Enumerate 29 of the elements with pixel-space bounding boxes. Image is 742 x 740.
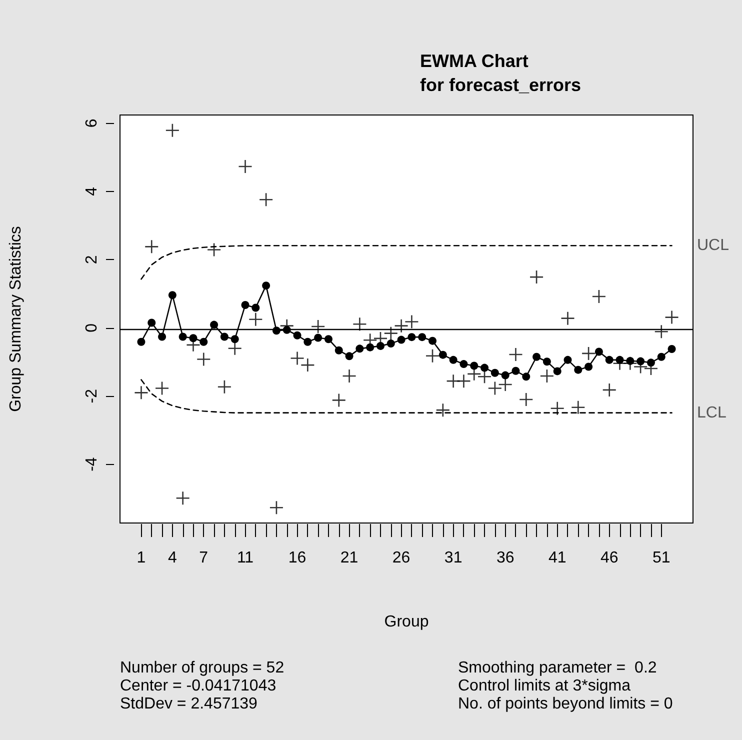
x-tick-label: 4	[168, 550, 177, 566]
y-tick-label: 6	[84, 118, 100, 128]
text: Control limits at 3*sigma	[458, 678, 631, 694]
x-tick-label: 11	[236, 550, 254, 566]
x-axis-title: Group	[384, 614, 429, 630]
text: No. of points beyond limits = 0	[458, 696, 673, 712]
y-axis-title: Group Summary Statistics	[8, 226, 24, 412]
x-tick-label: 31	[444, 550, 462, 566]
x-tick-label: 26	[392, 550, 410, 566]
y-tick-label: 2	[84, 255, 100, 264]
x-tick-label: 21	[340, 550, 358, 566]
y-tick-label: 0	[84, 323, 100, 332]
x-tick-label: 7	[199, 550, 208, 566]
text: StdDev = 2.457139	[120, 696, 258, 712]
x-tick-label: 1	[136, 550, 146, 566]
series-label: UCL	[697, 237, 730, 254]
x-tick-label: 46	[600, 550, 618, 566]
text: Center = -0.04171043	[120, 678, 276, 694]
chart-title: EWMA Chart for forecast_errors	[420, 51, 582, 95]
y-tick-label: 4	[84, 186, 100, 196]
y-tick-label: -2	[84, 388, 100, 404]
x-tick-label: 41	[548, 550, 566, 566]
y-tick-label: -4	[84, 457, 100, 472]
x-tick-label: 16	[288, 550, 306, 566]
x-tick-label: 36	[496, 550, 514, 566]
text: Smoothing parameter = 0.2	[458, 660, 657, 676]
series-label: LCL	[697, 404, 726, 422]
text: Number of groups = 52	[120, 660, 284, 676]
x-tick-label: 51	[652, 550, 670, 566]
